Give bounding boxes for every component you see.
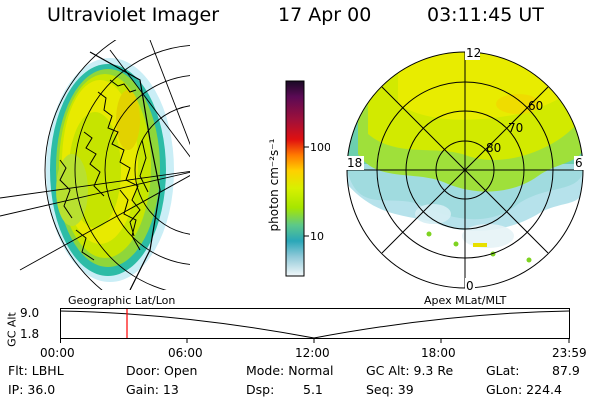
dsp-label: Dsp: [246, 382, 275, 397]
glon-info: GLon: 224.4 [486, 382, 562, 397]
alt-x-label-1800: 18:00 [421, 346, 456, 360]
mlt-label-18: 18 [347, 156, 362, 170]
alt-x-label-0000: 00:00 [40, 346, 75, 360]
polar-hotspots [426, 231, 532, 263]
polar-mlat-mlt-plot: 12 18 6 0 60 70 80 [346, 46, 584, 293]
gc-alt-info: GC Alt: 9.3 Re [366, 363, 454, 378]
coastline-overlay [59, 79, 149, 261]
alt-y-tick-top: 9.0 [20, 306, 40, 320]
mlat-label-70: 70 [508, 121, 523, 135]
dsp-value: 5.1 [303, 382, 323, 397]
colorbar-gradient [285, 80, 305, 277]
geographic-grid [0, 40, 190, 290]
altitude-strip-chart [60, 308, 570, 343]
colorbar: 100 10 [285, 80, 330, 277]
seq-info: Seq: 39 [366, 382, 414, 397]
alt-x-label-2359: 23:59 [552, 346, 587, 360]
image-date: 17 Apr 00 [278, 4, 372, 26]
colorbar-unit-label: photon cm⁻²s⁻¹ [267, 138, 281, 232]
alt-x-label-0600: 06:00 [168, 346, 203, 360]
mlt-label-6: 6 [575, 156, 583, 170]
geographic-projection-label: Geographic Lat/Lon [68, 294, 176, 307]
mlat-label-80: 80 [486, 141, 501, 155]
earth-limb [89, 51, 161, 290]
alt-y-label: GC Alt [5, 312, 19, 347]
glat-value: 87.9 [552, 363, 580, 378]
ip-info: IP: 36.0 [8, 382, 56, 397]
image-time: 03:11:45 UT [427, 4, 544, 26]
mlat-label-60: 60 [528, 99, 543, 113]
filter-info: Flt: LBHL [8, 363, 64, 378]
gain-info: Gain: 13 [126, 382, 179, 397]
colorbar-label-100: 100 [310, 141, 330, 154]
alt-y-tick-bottom: 1.8 [20, 327, 40, 341]
colorbar-label-10: 10 [310, 230, 324, 243]
glat-label: GLat: [486, 363, 520, 378]
polar-grid [346, 51, 584, 289]
mlt-label-12: 12 [466, 46, 481, 60]
instrument-title: Ultraviolet Imager [47, 4, 220, 26]
door-info: Door: Open [126, 363, 198, 378]
mlt-label-0: 0 [466, 279, 474, 293]
alt-x-label-1200: 12:00 [295, 346, 330, 360]
apex-projection-label: Apex MLat/MLT [424, 294, 507, 307]
altitude-plot-frame [60, 308, 570, 339]
mode-info: Mode: Normal [246, 363, 334, 378]
colorbar-unit-wrap: photon cm⁻²s⁻¹ [267, 120, 281, 250]
geographic-auroral-image [0, 40, 190, 290]
